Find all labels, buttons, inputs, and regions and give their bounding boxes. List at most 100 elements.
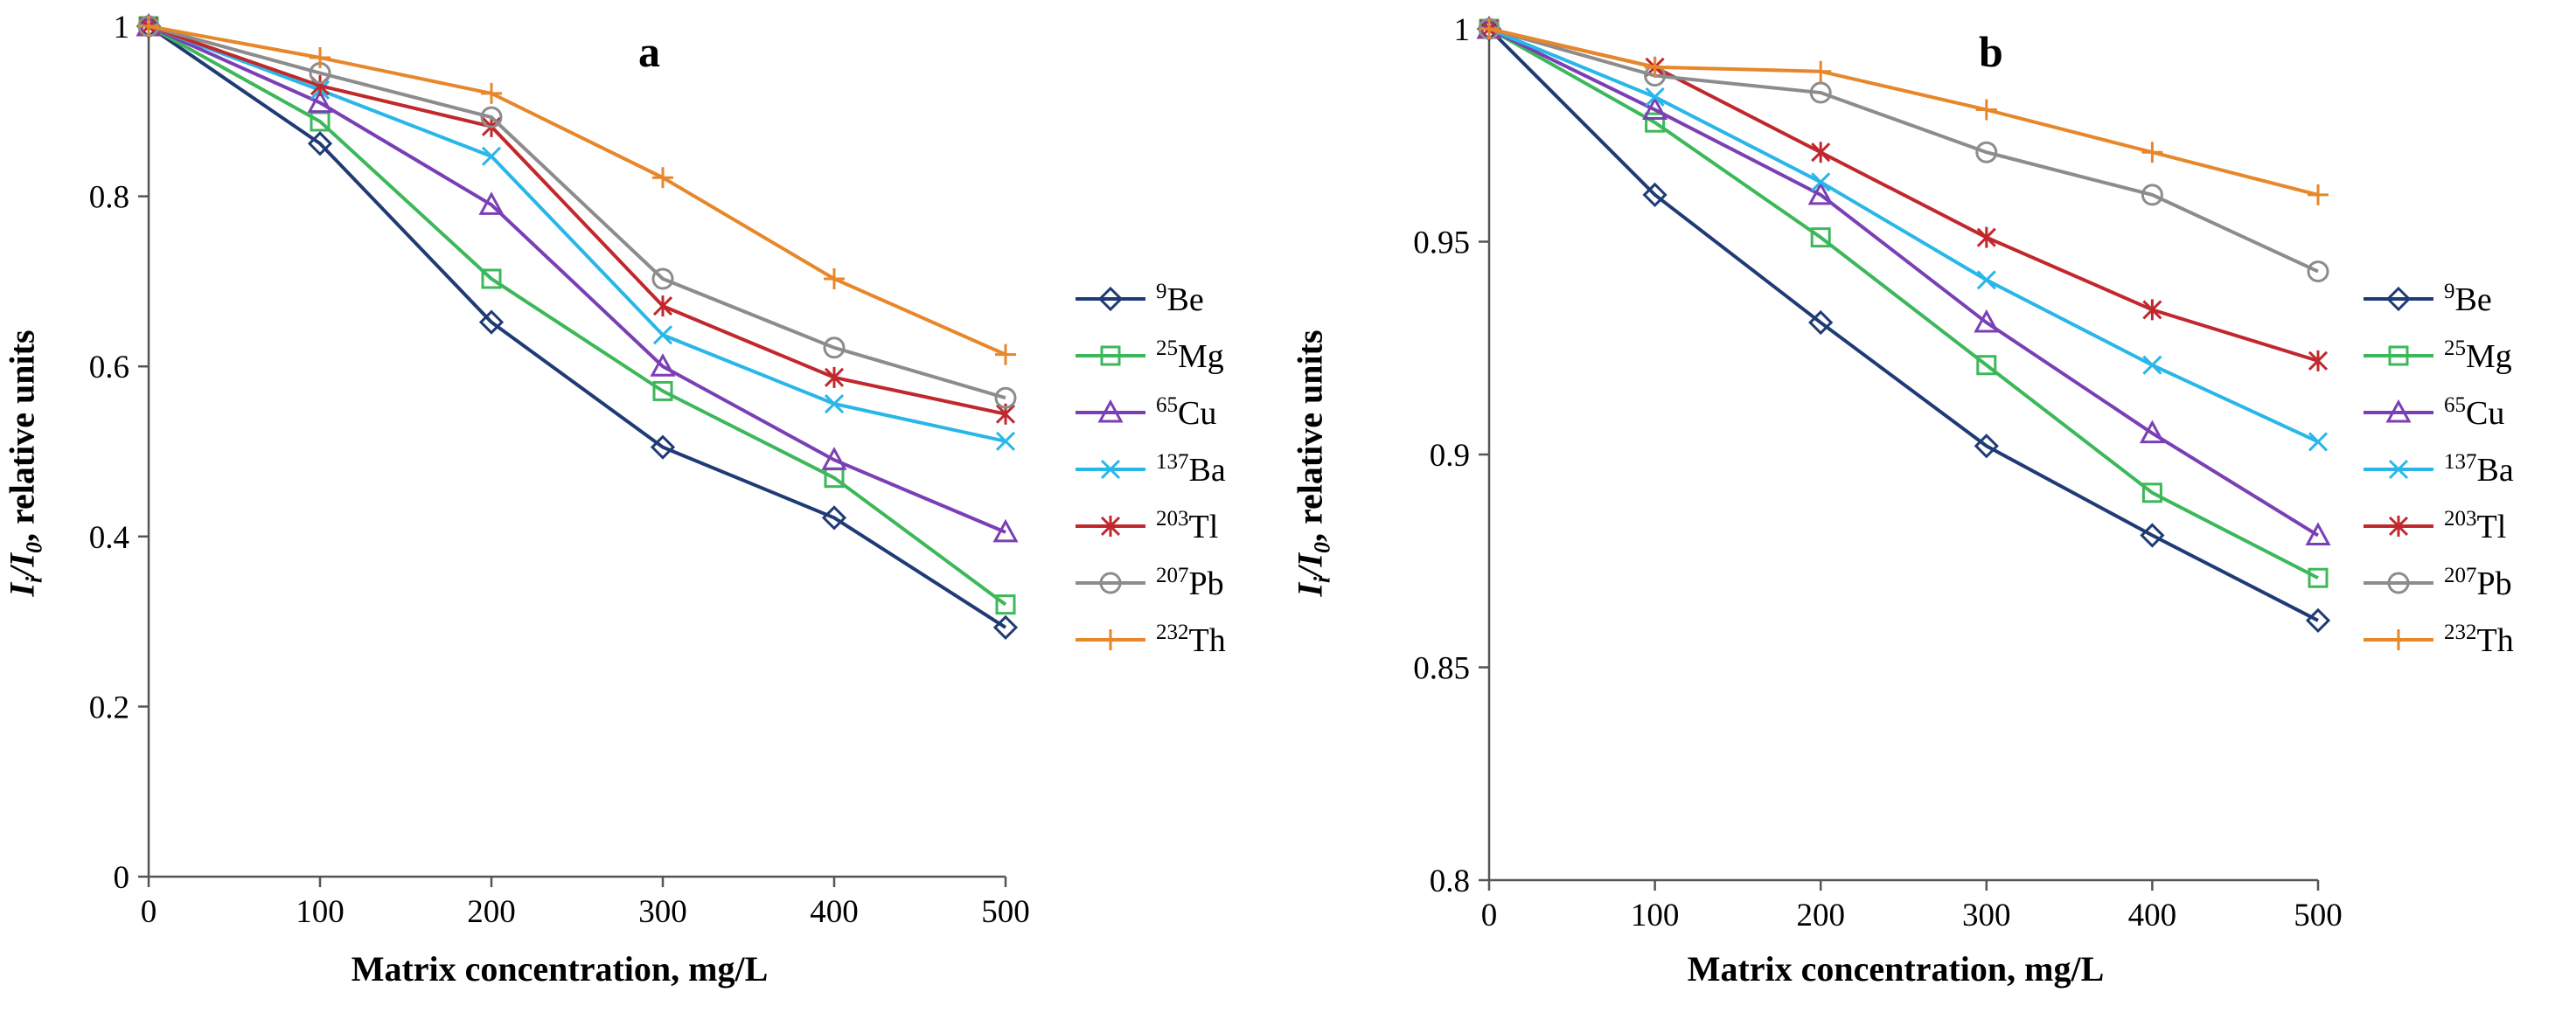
series-203Tl-b	[1479, 18, 2329, 371]
legend-marker	[1100, 629, 1121, 650]
legend-label: 137Ba	[1156, 450, 1226, 489]
legend-entry-232Th-b: 232Th	[2364, 621, 2514, 659]
data-point-25Mg-a	[652, 380, 673, 401]
data-point-137Ba-a	[824, 393, 845, 414]
x-tick-label-a: 100	[296, 894, 345, 930]
legend-entry-25Mg-b: 25Mg	[2364, 337, 2512, 375]
legend-entry-137Ba-b: 137Ba	[2364, 450, 2514, 489]
data-point-25Mg-b	[2141, 482, 2162, 503]
data-point-65Cu-b	[2139, 420, 2165, 444]
data-point-137Ba-b	[1811, 172, 1831, 192]
data-point-232Th-a	[995, 343, 1016, 365]
data-point-9Be-a	[992, 614, 1019, 641]
data-point-9Be-b	[1974, 434, 1999, 459]
legend-label: 25Mg	[1156, 337, 1224, 375]
y-tick-label-a: 0.2	[89, 690, 129, 725]
data-point-207Pb-a	[651, 267, 674, 290]
data-point-65Cu-a	[307, 89, 333, 114]
chart-svg-b: 0.8 0.85 0.9 0.95 1 0 100 200 300 400 500 9Be 25Mg 65…	[1413, 12, 2514, 933]
data-point-65Cu-b	[1642, 96, 1668, 121]
chart-title-b: b	[1979, 27, 2003, 76]
data-point-207Pb-a	[480, 106, 503, 128]
data-point-203Tl-b	[1811, 142, 1831, 163]
chart-title-a: a	[638, 27, 660, 76]
series-line-232Th-a	[148, 24, 1006, 357]
data-point-232Th-b	[1644, 56, 1666, 78]
legend-entry-137Ba-a: 137Ba	[1076, 450, 1226, 489]
x-tick-label-b: 500	[2294, 898, 2343, 933]
data-point-9Be-b	[1642, 182, 1667, 208]
x-tick-label-a: 0	[141, 894, 157, 930]
legend-entry-65Cu-b: 65Cu	[2364, 393, 2504, 432]
series-line-9Be-a	[147, 24, 1007, 629]
data-point-25Mg-a	[481, 268, 502, 289]
legend-label: 65Cu	[2444, 393, 2504, 432]
legend-marker	[2385, 286, 2412, 312]
x-axis-label-a: Matrix concentration, mg/L	[351, 949, 769, 989]
data-point-207Pb-b	[1809, 81, 1832, 104]
legend-label: 25Mg	[2444, 337, 2512, 375]
legend-marker	[2385, 399, 2412, 423]
data-point-203Tl-b	[1976, 226, 1996, 248]
data-point-232Th-a	[824, 267, 845, 289]
series-line-207Pb-a	[148, 24, 1006, 400]
legend-label: 232Th	[2444, 621, 2514, 659]
x-tick-label-a: 200	[467, 894, 516, 930]
data-point-232Th-b	[2141, 142, 2163, 163]
data-point-9Be-b	[2140, 523, 2165, 548]
legend-marker	[2388, 459, 2409, 480]
legend-marker	[1100, 516, 1121, 537]
legend-marker	[2388, 629, 2409, 650]
y-axis-label-a: Ii/I0, relative units	[2, 330, 47, 597]
legend-entry-203Tl-a: 203Tl	[1076, 507, 1218, 545]
legend-entry-9Be-b: 9Be	[2364, 280, 2492, 318]
legend-label: 9Be	[2444, 280, 2492, 318]
data-point-65Cu-b	[1974, 309, 2000, 333]
legend-marker	[2388, 345, 2409, 366]
data-point-232Th-a	[310, 47, 331, 69]
legend-marker	[2387, 572, 2410, 594]
legend-marker	[1100, 459, 1121, 480]
data-point-9Be-b	[1808, 309, 1834, 336]
data-point-203Tl-b	[2308, 350, 2329, 371]
series-232Th-a	[138, 16, 1016, 365]
legend-entry-203Tl-b: 203Tl	[2364, 507, 2506, 545]
data-point-65Cu-a	[821, 447, 847, 470]
data-point-25Mg-b	[2308, 567, 2329, 588]
data-point-65Cu-b	[2305, 522, 2331, 546]
legend-entry-207Pb-a: 207Pb	[1076, 564, 1224, 602]
legend-label: 137Ba	[2444, 450, 2514, 489]
series-line-137Ba-a	[148, 24, 1006, 443]
data-point-9Be-a	[478, 309, 505, 335]
data-point-65Cu-a	[650, 353, 676, 377]
x-tick-label-b: 300	[1962, 898, 2011, 933]
data-point-137Ba-b	[2142, 355, 2162, 375]
chart-svg-a: 0 0.2 0.4 0.6 0.8 1 0 100 200 300 400 500 9Be 25Mg 65C…	[89, 10, 1226, 930]
series-207Pb-b	[1478, 17, 2329, 283]
legend-label: 203Tl	[1156, 507, 1218, 545]
series-line-232Th-b	[1488, 27, 2319, 197]
legend-marker	[1099, 572, 1122, 594]
series-line-25Mg-a	[148, 24, 1007, 607]
data-point-65Cu-b	[1807, 181, 1834, 205]
data-point-65Cu-a	[478, 191, 505, 215]
data-point-207Pb-a	[823, 337, 846, 359]
data-point-25Mg-b	[1810, 227, 1831, 248]
series-line-137Ba-b	[1488, 27, 2319, 444]
data-point-207Pb-b	[2307, 260, 2329, 283]
data-point-137Ba-b	[2308, 432, 2329, 452]
series-232Th-b	[1479, 18, 2329, 205]
legend-entry-65Cu-a: 65Cu	[1076, 393, 1216, 432]
data-point-137Ba-a	[995, 431, 1016, 451]
series-65Cu-b	[1476, 15, 2331, 546]
legend-entry-25Mg-a: 25Mg	[1076, 337, 1224, 375]
x-tick-label-b: 100	[1631, 898, 1680, 933]
legend-marker	[2388, 516, 2409, 537]
y-tick-label-a: 0.6	[89, 350, 129, 385]
data-point-232Th-a	[138, 16, 159, 37]
data-point-232Th-b	[1479, 18, 1500, 39]
data-point-203Tl-a	[824, 366, 845, 388]
y-tick-label-b: 0.85	[1413, 651, 1470, 687]
x-tick-label-b: 200	[1796, 898, 1845, 933]
x-axis-label-b: Matrix concentration, mg/L	[1687, 949, 2105, 989]
